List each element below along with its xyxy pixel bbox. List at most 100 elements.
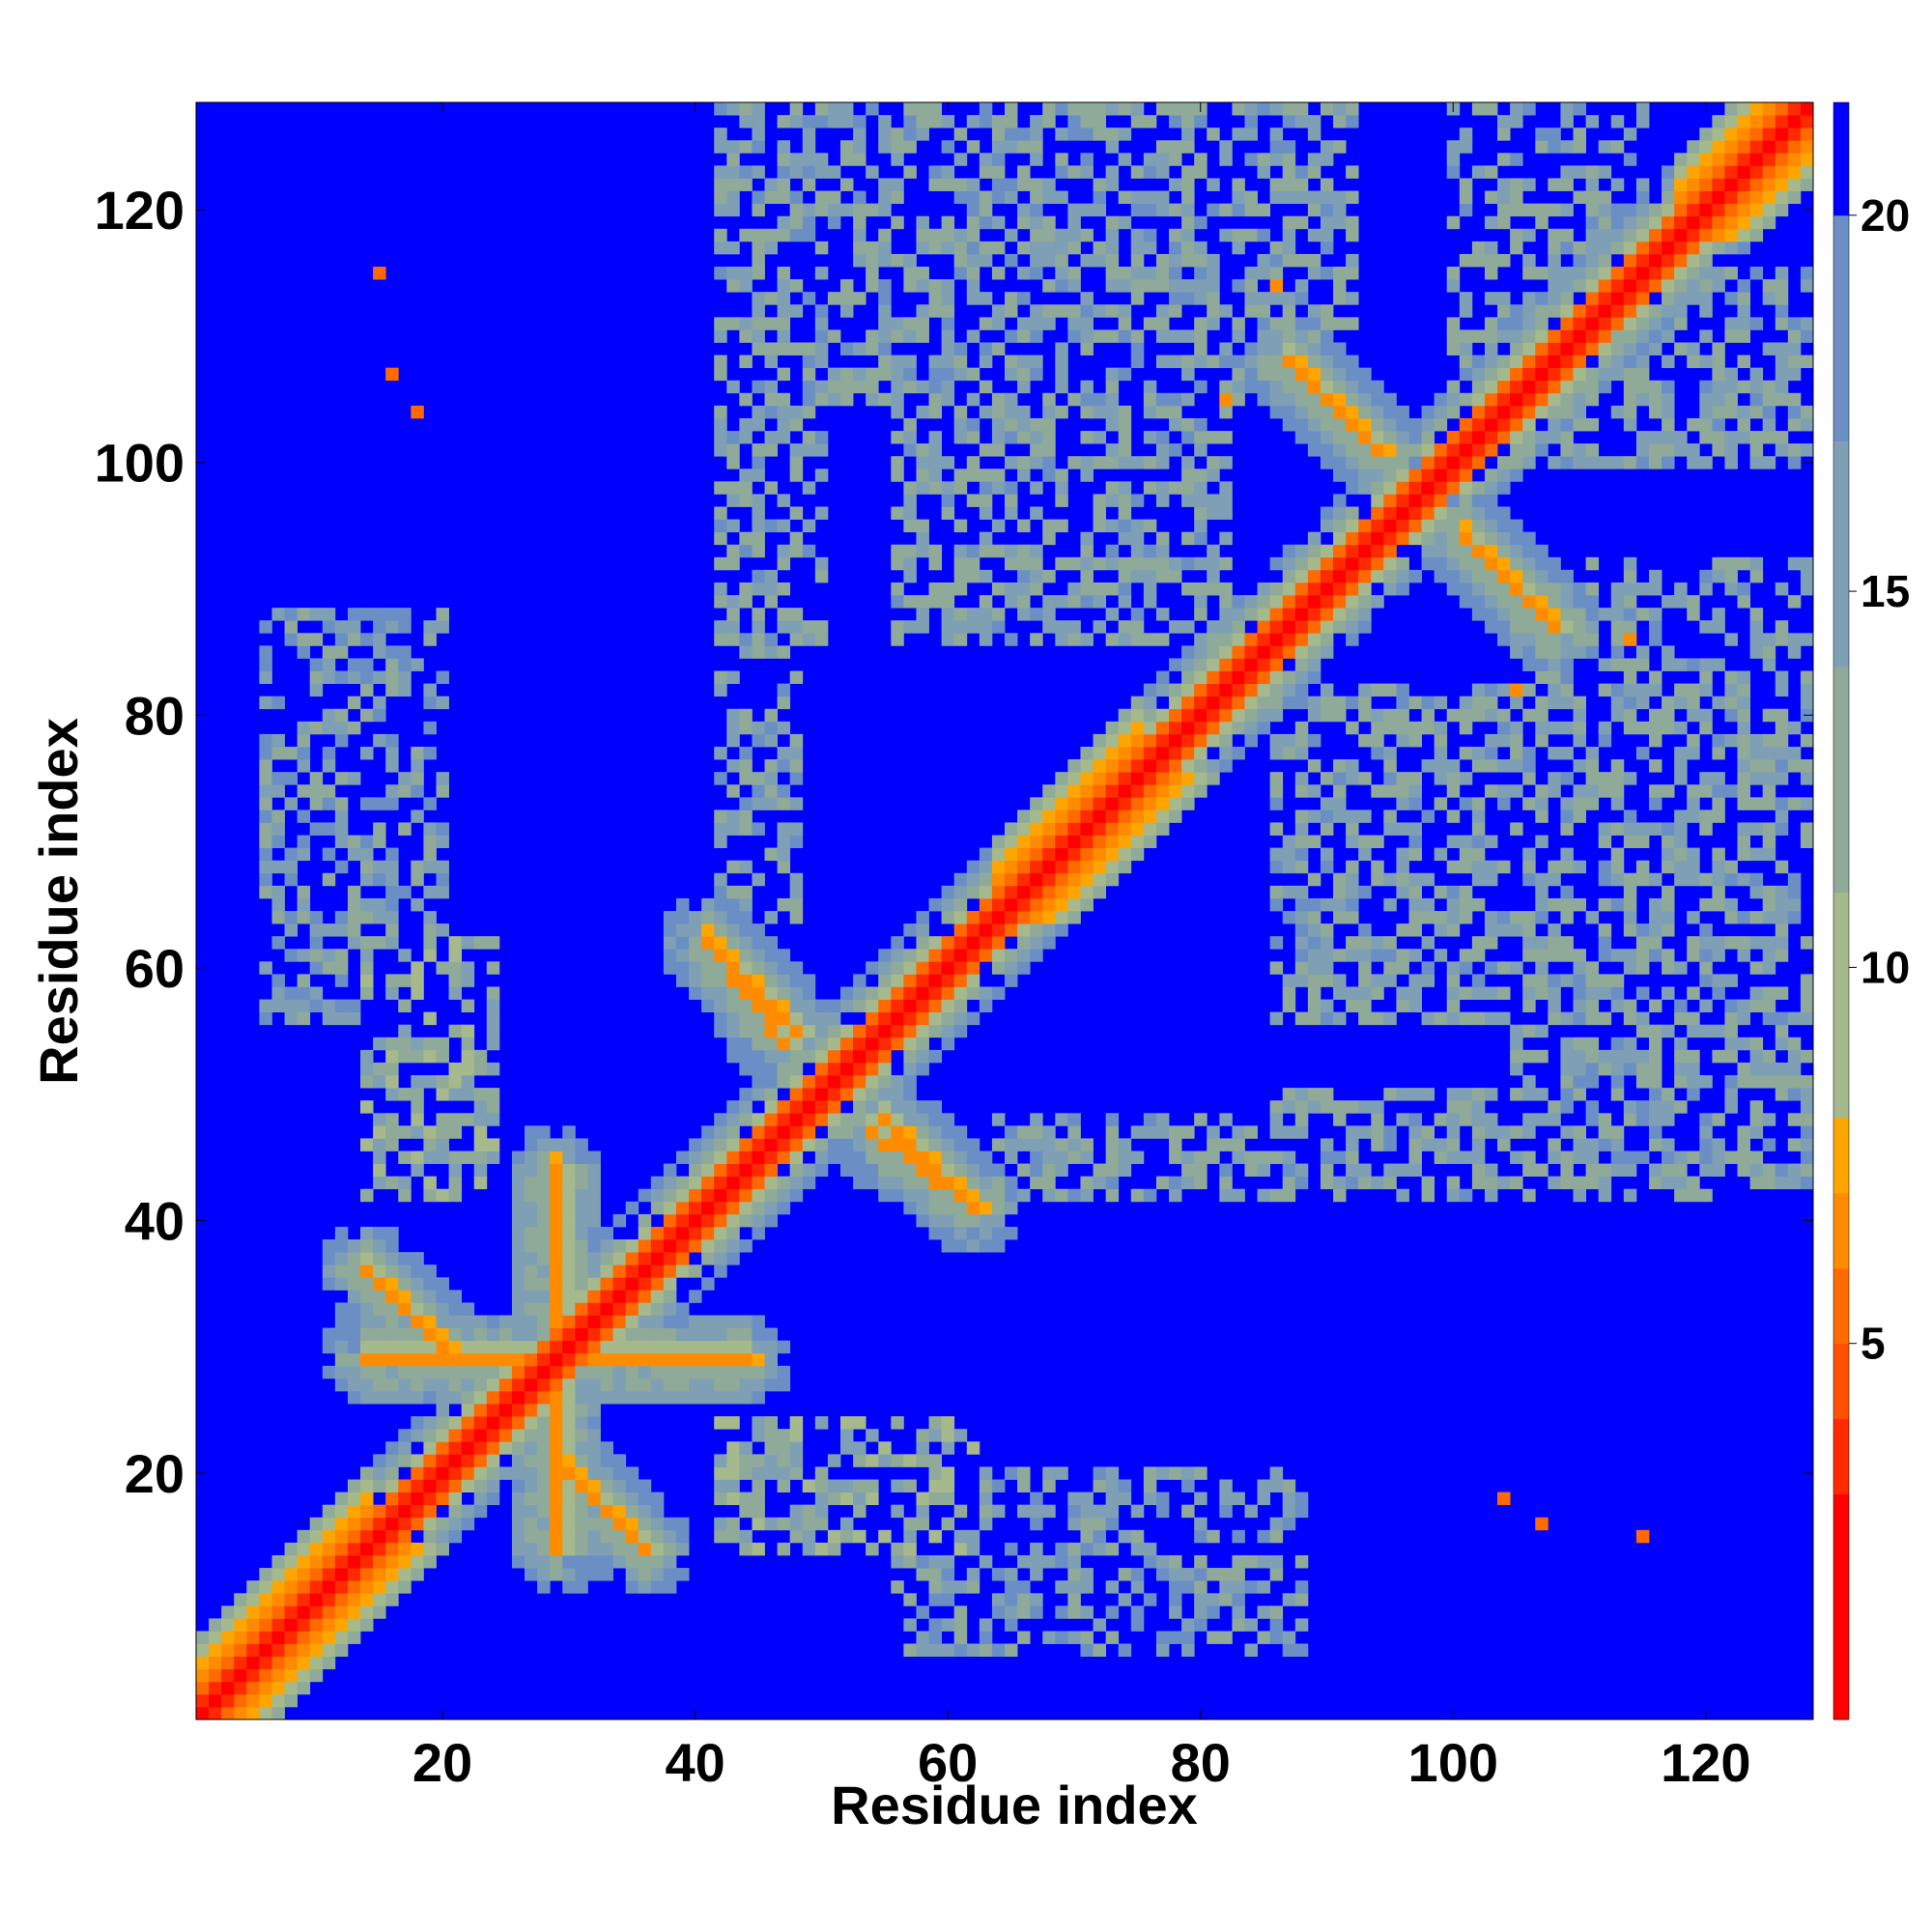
heatmap-cell <box>966 241 980 255</box>
heatmap-cell <box>814 556 829 571</box>
heatmap-cell <box>1346 1125 1359 1139</box>
heatmap-cell <box>1522 456 1536 469</box>
heatmap-cell <box>436 872 449 887</box>
heatmap-cell <box>575 1454 588 1467</box>
heatmap-cell <box>839 1138 854 1151</box>
heatmap-cell <box>1383 494 1397 507</box>
heatmap-cell <box>1548 1151 1561 1164</box>
heatmap-cell <box>196 1643 210 1658</box>
heatmap-cell <box>991 165 1006 179</box>
heatmap-cell <box>941 329 955 343</box>
heatmap-cell <box>271 1580 285 1594</box>
heatmap-cell <box>1333 1188 1347 1203</box>
heatmap-cell <box>853 128 867 141</box>
heatmap-cell <box>612 1378 627 1392</box>
heatmap-cell <box>802 1088 816 1101</box>
heatmap-cell <box>1017 1593 1031 1606</box>
heatmap-cell <box>663 1302 677 1316</box>
heatmap-cell <box>347 1352 361 1367</box>
heatmap-cell <box>814 392 829 407</box>
heatmap-cell <box>789 342 804 355</box>
heatmap-cell <box>979 897 993 912</box>
heatmap-cell <box>625 1390 639 1405</box>
heatmap-cell <box>612 1466 627 1480</box>
heatmap-cell <box>1408 569 1422 583</box>
heatmap-cell <box>385 1252 399 1265</box>
heatmap-cell <box>1181 582 1195 596</box>
heatmap-cell <box>1294 569 1309 583</box>
heatmap-cell <box>309 1554 324 1569</box>
heatmap-cell <box>764 759 778 773</box>
heatmap-cell <box>1093 860 1107 874</box>
heatmap-cell <box>486 1441 500 1455</box>
heatmap-cell <box>802 443 816 457</box>
heatmap-cell <box>891 178 904 191</box>
heatmap-cell <box>1042 304 1056 318</box>
heatmap-cell <box>827 999 841 1013</box>
heatmap-cell <box>1459 847 1473 862</box>
heatmap-cell <box>1042 822 1056 836</box>
heatmap-cell <box>1294 595 1309 609</box>
heatmap-cell <box>638 1542 652 1556</box>
heatmap-cell <box>334 1252 349 1265</box>
heatmap-cell <box>1497 215 1511 230</box>
heatmap-cell <box>1080 469 1094 482</box>
heatmap-cell <box>789 1416 804 1430</box>
heatmap-cell <box>1219 506 1233 520</box>
heatmap-cell <box>1181 190 1195 205</box>
heatmap-cell <box>1598 1011 1612 1026</box>
heatmap-cell <box>1408 696 1422 710</box>
heatmap-cell <box>739 1151 753 1164</box>
heatmap-cell <box>334 1011 349 1026</box>
heatmap-cell <box>1598 317 1612 330</box>
heatmap-cell <box>1232 1568 1245 1581</box>
heatmap-cell <box>1648 1113 1662 1126</box>
heatmap-cell <box>322 1011 336 1026</box>
heatmap-cell <box>1269 897 1284 912</box>
heatmap-cell <box>1421 531 1435 546</box>
heatmap-cell <box>1042 784 1056 798</box>
heatmap-cell <box>309 999 324 1013</box>
heatmap-cell <box>271 1593 285 1606</box>
heatmap-cell <box>461 1024 475 1038</box>
heatmap-cell <box>714 102 727 116</box>
heatmap-cell <box>891 140 904 154</box>
heatmap-cell <box>991 986 1006 1000</box>
heatmap-cell <box>903 1037 917 1051</box>
heatmap-cell <box>1155 608 1170 621</box>
heatmap-cell <box>928 1049 943 1064</box>
heatmap-cell <box>1535 872 1548 887</box>
heatmap-cell <box>1282 392 1296 407</box>
heatmap-cell <box>1560 936 1574 950</box>
heatmap-cell <box>1396 986 1409 1000</box>
heatmap-cell <box>347 999 361 1013</box>
heatmap-cell <box>473 1404 488 1417</box>
heatmap-cell <box>1522 936 1536 950</box>
heatmap-cell <box>726 1454 740 1467</box>
heatmap-cell <box>1080 544 1094 558</box>
heatmap-cell <box>436 1049 449 1064</box>
heatmap-cell <box>411 1340 424 1354</box>
heatmap-cell <box>1030 1605 1043 1619</box>
heatmap-cell <box>1510 102 1523 116</box>
heatmap-cell <box>297 847 311 862</box>
heatmap-cell <box>1510 961 1523 975</box>
heatmap-cell <box>802 228 816 242</box>
heatmap-cell <box>448 1416 463 1430</box>
heatmap-cell <box>1535 658 1548 671</box>
heatmap-cell <box>448 1517 463 1531</box>
heatmap-cell <box>866 961 879 975</box>
heatmap-cell <box>1623 342 1637 355</box>
heatmap-cell <box>1155 1466 1170 1480</box>
heatmap-cell <box>1421 1188 1435 1203</box>
heatmap-cell <box>777 178 791 191</box>
heatmap-cell <box>941 494 955 507</box>
heatmap-cell <box>1497 556 1511 571</box>
heatmap-cell <box>1294 1593 1309 1606</box>
heatmap-cell <box>1358 608 1372 621</box>
heatmap-cell <box>891 380 904 394</box>
heatmap-cell <box>1232 1618 1245 1632</box>
heatmap-cell <box>1155 1113 1170 1126</box>
heatmap-cell <box>1610 772 1625 785</box>
heatmap-cell <box>1497 380 1511 394</box>
